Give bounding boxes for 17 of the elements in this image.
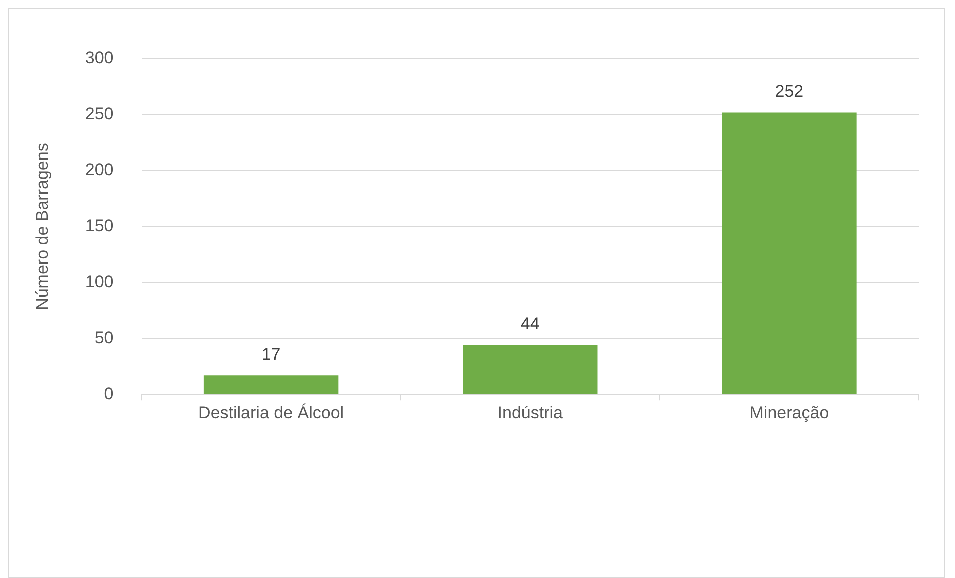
y-tick-label: 150 — [85, 216, 114, 236]
bar — [204, 376, 339, 394]
y-tick-label: 250 — [85, 104, 114, 124]
y-tick-label: 200 — [85, 160, 114, 180]
y-tick-label: 0 — [104, 384, 114, 404]
y-tick-label: 300 — [85, 48, 114, 68]
y-tick-label: 50 — [94, 328, 114, 348]
data-label: 17 — [262, 344, 281, 364]
x-tick-label: Mineração — [750, 403, 830, 422]
x-tick-label: Indústria — [498, 403, 564, 422]
x-tick-label: Destilaria de Álcool — [198, 403, 344, 422]
y-tick-label: 100 — [85, 272, 114, 292]
y-axis-title: Número de Barragens — [32, 143, 52, 310]
bar — [722, 112, 857, 394]
data-label: 44 — [520, 314, 540, 334]
bar — [463, 345, 598, 394]
data-label: 252 — [775, 82, 804, 101]
